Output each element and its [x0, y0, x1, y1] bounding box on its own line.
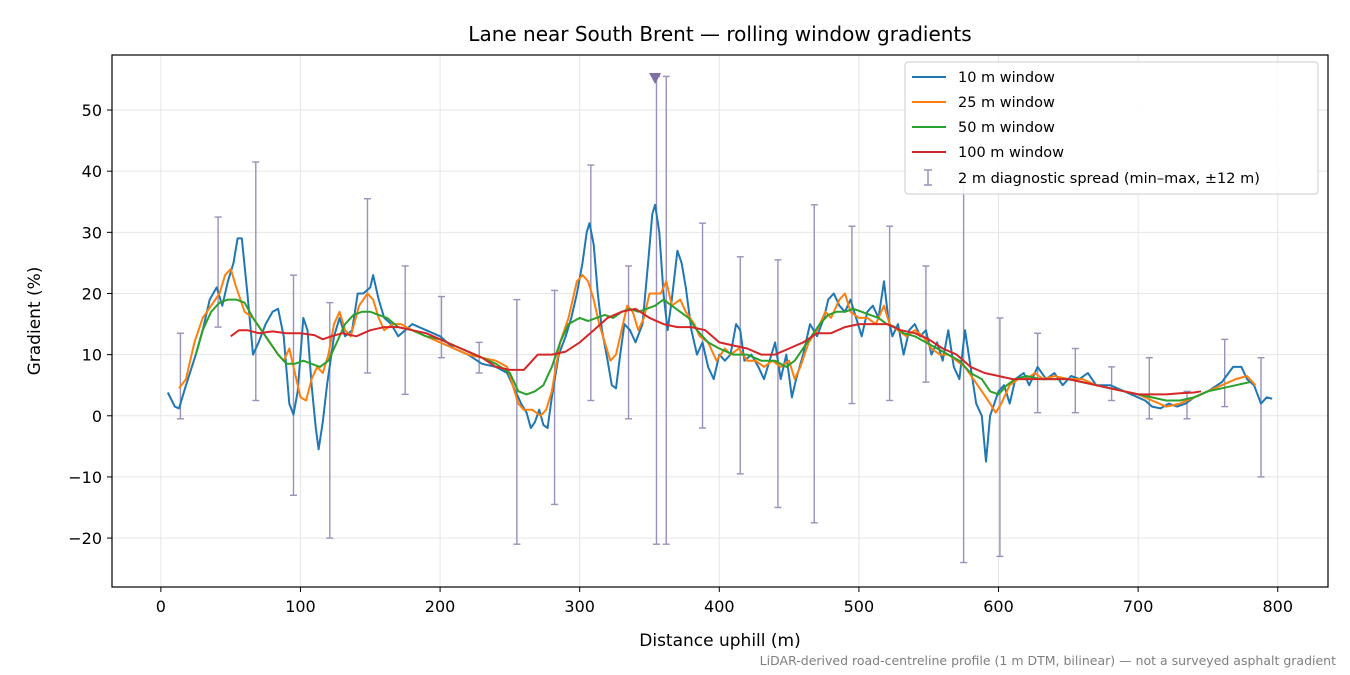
- x-tick-label: 800: [1262, 597, 1293, 616]
- legend-label-errorbar: 2 m diagnostic spread (min–max, ±12 m): [958, 171, 1260, 187]
- y-axis-ticks: −20 −10 0 10 20 30 40 50: [68, 101, 112, 548]
- legend-label-25m: 25 m window: [958, 95, 1055, 111]
- y-tick-label: 50: [82, 101, 102, 120]
- y-tick-label: −10: [68, 468, 102, 487]
- errorbar: [810, 204, 818, 524]
- errorbar: [1034, 332, 1042, 414]
- errorbar: [1108, 366, 1116, 402]
- errorbar: [886, 225, 894, 402]
- clipped-marker-layer: [649, 73, 662, 84]
- x-tick-label: 400: [704, 597, 735, 616]
- errorbar: [922, 265, 930, 383]
- x-tick-label: 600: [983, 597, 1014, 616]
- y-axis-label: Gradient (%): [25, 267, 45, 376]
- errorbar: [363, 198, 371, 374]
- errorbar: [1257, 356, 1265, 478]
- legend: 10 m window 25 m window 50 m window 100 …: [904, 61, 1319, 195]
- y-tick-label: 40: [82, 162, 102, 181]
- errorbar: [214, 216, 222, 328]
- errorbar: [513, 298, 521, 545]
- legend-label-10m: 10 m window: [958, 70, 1055, 86]
- x-tick-label: 100: [285, 597, 316, 616]
- errorbar: [774, 259, 782, 509]
- errorbar: [1221, 338, 1229, 408]
- x-tick-label: 0: [156, 597, 166, 616]
- legend-label-100m: 100 m window: [958, 145, 1064, 161]
- errorbar: [736, 256, 744, 475]
- diagnostic-spread-errorbars: [176, 75, 1265, 564]
- y-tick-label: 0: [92, 407, 102, 426]
- series-line-3: [230, 307, 1202, 396]
- x-tick-label: 700: [1123, 597, 1154, 616]
- y-tick-label: 30: [82, 223, 102, 242]
- chart-title: Lane near South Brent — rolling window g…: [468, 22, 971, 46]
- errorbar: [289, 274, 297, 496]
- errorbar: [625, 265, 633, 420]
- errorbar: [848, 225, 856, 405]
- x-axis-label: Distance uphill (m): [639, 631, 800, 651]
- y-tick-label: 10: [82, 346, 102, 365]
- y-tick-label: 20: [82, 284, 102, 303]
- errorbar: [1183, 390, 1191, 420]
- x-tick-label: 500: [844, 597, 875, 616]
- x-tick-label: 200: [425, 597, 456, 616]
- x-axis-ticks: 0 100 200 300 400 500 600 700 800: [156, 587, 1293, 616]
- errorbar: [437, 295, 445, 359]
- x-tick-label: 300: [564, 597, 595, 616]
- legend-swatch-errorbar: [924, 169, 932, 186]
- gradient-series: [166, 203, 1273, 463]
- errorbar: [1145, 356, 1153, 420]
- footnote: LiDAR-derived road-centreline profile (1…: [760, 653, 1336, 668]
- errorbar: [252, 161, 260, 402]
- plot-frame: [111, 54, 1329, 588]
- errorbar: [996, 317, 1004, 558]
- errorbar: [699, 222, 707, 429]
- errorbar: [587, 164, 595, 402]
- errorbar: [551, 289, 559, 506]
- legend-box: [904, 61, 1319, 195]
- legend-label-50m: 50 m window: [958, 120, 1055, 136]
- clipped-value-marker: [649, 73, 662, 84]
- series-line-0: [166, 203, 1273, 463]
- series-line-2: [194, 298, 1251, 402]
- series-line-1: [178, 268, 1257, 417]
- y-tick-label: −20: [68, 529, 102, 548]
